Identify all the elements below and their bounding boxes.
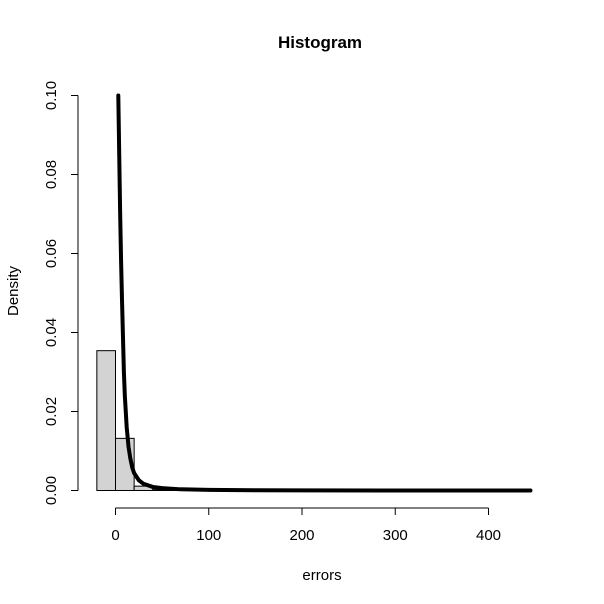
histogram-bars	[96, 350, 191, 492]
chart-title: Histogram	[278, 33, 362, 52]
x-tick-label: 100	[196, 527, 221, 544]
x-axis-label: errors	[302, 567, 341, 584]
x-tick-label: 0	[111, 527, 119, 544]
y-tick-label: 0.02	[43, 397, 60, 426]
y-tick-label: 0.00	[43, 476, 60, 505]
x-tick-label: 400	[476, 527, 501, 544]
y-tick-label: 0.10	[43, 81, 60, 110]
histogram-bar	[96, 350, 116, 492]
y-tick-label: 0.04	[43, 318, 60, 347]
x-axis: 0 100 200 300 400	[111, 507, 501, 544]
x-tick-label: 300	[383, 527, 408, 544]
y-axis: 0.00 0.02 0.04 0.06 0.08 0.10	[43, 81, 79, 505]
density-curve	[116, 93, 533, 493]
y-tick-label: 0.06	[43, 239, 60, 268]
y-axis-label: Density	[5, 265, 22, 316]
y-tick-label: 0.08	[43, 160, 60, 189]
density-curve-layer	[116, 93, 533, 493]
x-tick-label: 200	[289, 527, 314, 544]
